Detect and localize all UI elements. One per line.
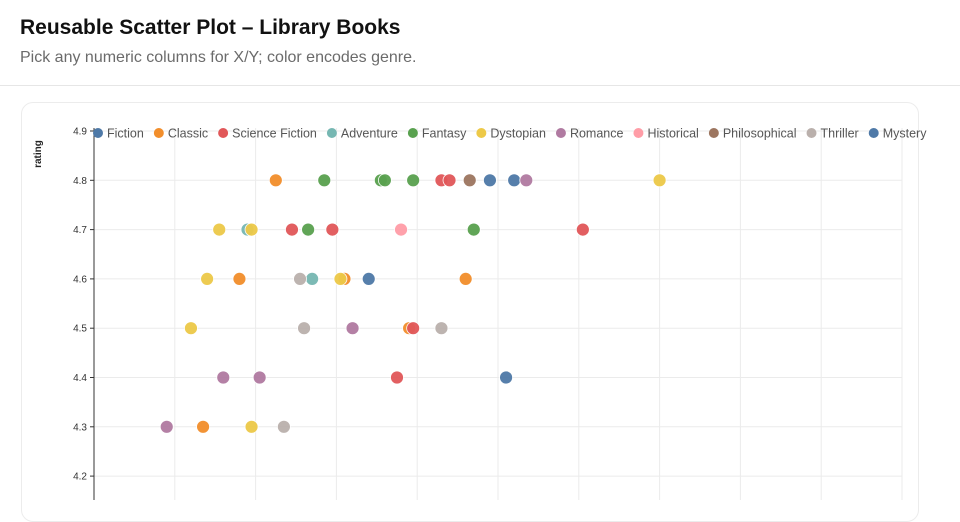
- scatter-point[interactable]: [196, 419, 210, 434]
- legend-label: Philosophical: [723, 127, 797, 141]
- scatter-point[interactable]: [442, 173, 457, 188]
- scatter-point[interactable]: [268, 173, 283, 188]
- scatter-point[interactable]: [285, 222, 299, 237]
- legend-swatch: [93, 128, 103, 138]
- y-tick-label: 4.8: [73, 176, 87, 187]
- legend-swatch: [633, 128, 644, 138]
- data-points: [159, 173, 667, 434]
- legend: Fiction Classic Science Fiction Adventure Fa…: [93, 127, 927, 141]
- scatter-point[interactable]: [499, 370, 513, 385]
- y-tick-label: 4.2: [73, 472, 87, 483]
- legend-swatch: [708, 128, 719, 138]
- y-tick-label: 4.7: [73, 225, 87, 236]
- legend-label: Thriller: [821, 127, 859, 141]
- legend-item[interactable]: Fantasy: [407, 127, 467, 141]
- scatter-point[interactable]: [519, 173, 534, 188]
- legend-label: Mystery: [883, 127, 928, 141]
- legend-label: Science Fiction: [232, 127, 317, 141]
- scatter-point[interactable]: [483, 173, 497, 188]
- scatter-point[interactable]: [216, 370, 231, 385]
- legend-item[interactable]: Mystery: [868, 127, 928, 141]
- scatter-point[interactable]: [297, 321, 311, 336]
- legend-label: Historical: [647, 127, 698, 141]
- scatter-point[interactable]: [252, 370, 267, 385]
- scatter-point[interactable]: [232, 271, 247, 286]
- scatter-point[interactable]: [301, 222, 316, 237]
- scatter-point[interactable]: [305, 271, 320, 286]
- legend-label: Classic: [168, 127, 208, 141]
- page-subtitle: Pick any numeric columns for X/Y; color …: [20, 49, 417, 66]
- scatter-point[interactable]: [184, 321, 198, 336]
- legend-item[interactable]: Philosophical: [708, 127, 797, 141]
- scatter-point[interactable]: [458, 271, 473, 286]
- scatter-point[interactable]: [345, 321, 360, 336]
- scatter-point[interactable]: [325, 222, 340, 237]
- legend-swatch: [476, 128, 487, 138]
- chart-card: [21, 102, 919, 522]
- scatter-point[interactable]: [575, 222, 590, 237]
- legend-item[interactable]: Adventure: [326, 127, 398, 141]
- scatter-point[interactable]: [333, 271, 348, 286]
- legend-item[interactable]: Historical: [633, 127, 699, 141]
- scatter-point[interactable]: [276, 419, 291, 434]
- legend-item[interactable]: Fiction: [93, 127, 144, 141]
- y-tick-label: 4.3: [73, 422, 87, 433]
- legend-item[interactable]: Romance: [555, 127, 624, 141]
- grid-lines: [94, 128, 903, 500]
- scatter-point[interactable]: [406, 321, 421, 336]
- scatter-point[interactable]: [200, 271, 215, 286]
- legend-swatch: [407, 128, 418, 138]
- legend-item[interactable]: Science Fiction: [218, 127, 317, 141]
- y-tick-label: 4.6: [73, 274, 87, 285]
- scatter-point[interactable]: [462, 173, 477, 188]
- legend-swatch: [868, 128, 879, 138]
- legend-swatch: [555, 128, 566, 138]
- scatter-point[interactable]: [244, 222, 259, 237]
- scatter-point[interactable]: [159, 419, 174, 434]
- scatter-chart: rating 4.9 4.8 4.7 4.6 4.5 4.4 4.3 4.2 Fiction C…: [33, 127, 927, 500]
- scatter-point[interactable]: [652, 173, 667, 188]
- scatter-point[interactable]: [212, 222, 227, 237]
- scatter-point[interactable]: [507, 173, 522, 188]
- legend-swatch: [153, 128, 164, 138]
- legend-label: Fiction: [107, 127, 144, 141]
- legend-label: Fantasy: [422, 127, 467, 141]
- scatter-point[interactable]: [390, 370, 404, 385]
- legend-item[interactable]: Classic: [153, 127, 208, 141]
- y-tick-label: 4.9: [73, 127, 87, 138]
- scatter-point[interactable]: [361, 271, 376, 286]
- scatter-point[interactable]: [293, 271, 307, 286]
- legend-label: Adventure: [341, 127, 398, 141]
- legend-swatch: [218, 128, 229, 138]
- page-title: Reusable Scatter Plot – Library Books: [20, 16, 401, 39]
- scatter-point[interactable]: [317, 173, 332, 188]
- legend-label: Dystopian: [490, 127, 546, 141]
- y-tick-labels: 4.9 4.8 4.7 4.6 4.5 4.4 4.3 4.2: [73, 127, 94, 483]
- legend-item[interactable]: Dystopian: [476, 127, 546, 141]
- scatter-point[interactable]: [466, 222, 481, 237]
- legend-swatch: [326, 128, 337, 138]
- y-tick-label: 4.5: [73, 324, 87, 335]
- page-header: Reusable Scatter Plot – Library Books Pi…: [0, 0, 960, 86]
- scatter-point[interactable]: [377, 173, 392, 188]
- y-axis-title: rating: [33, 140, 44, 168]
- legend-label: Romance: [570, 127, 624, 141]
- y-tick-label: 4.4: [73, 373, 87, 384]
- scatter-point[interactable]: [394, 222, 408, 237]
- legend-swatch: [806, 128, 817, 138]
- scatter-point[interactable]: [244, 419, 259, 434]
- scatter-point[interactable]: [406, 173, 421, 188]
- scatter-point[interactable]: [434, 321, 449, 336]
- axes: rating: [33, 128, 95, 500]
- legend-item[interactable]: Thriller: [806, 127, 859, 141]
